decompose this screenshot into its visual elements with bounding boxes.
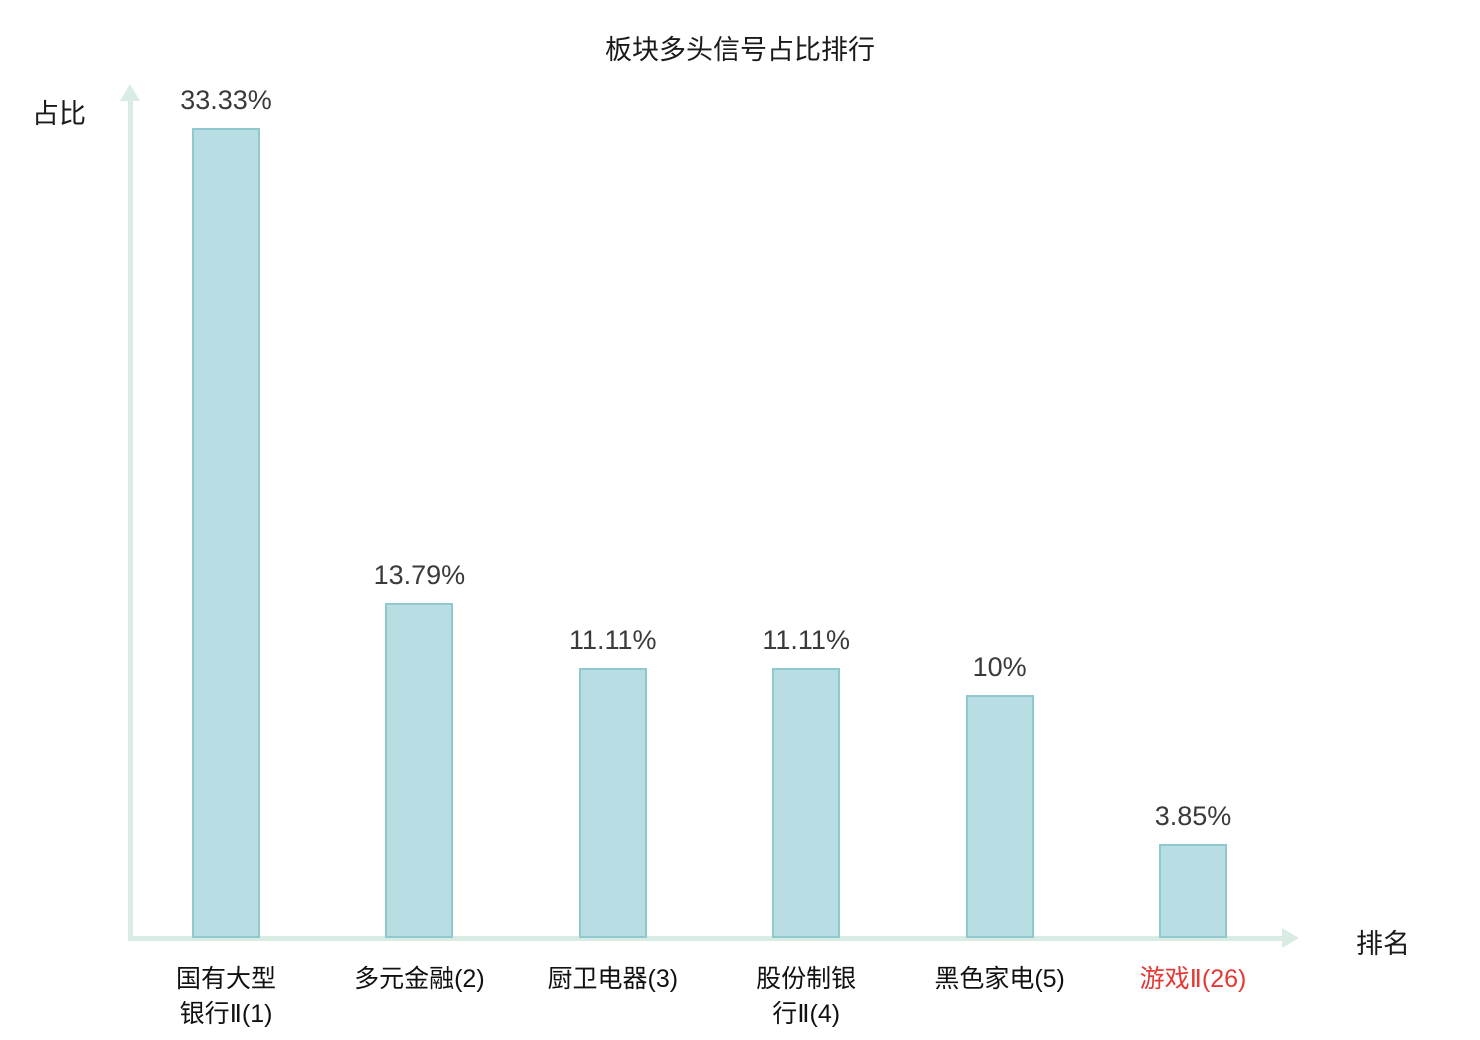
y-axis-arrow-icon [120,84,140,101]
x-axis-line [128,936,1284,941]
bar-value-label: 10% [972,652,1027,682]
bar-value-label: 13.79% [373,560,466,590]
bar-category-label: 黑色家电(5) [934,965,1065,993]
bar [385,603,454,938]
bar-category-label: 国有大型 银行Ⅱ(1) [175,965,276,1028]
bar-category-label: 多元金融(2) [354,965,485,993]
chart-title: 板块多头信号占比排行 [605,35,875,65]
bar [965,695,1034,938]
y-axis-label: 占比 [32,99,86,129]
bar-category-label: 游戏Ⅱ(26) [1139,965,1247,993]
bar-value-label: 3.85% [1154,801,1232,831]
x-axis-arrow-icon [1282,928,1299,948]
bar-category-label: 厨卫电器(3) [547,965,679,993]
x-axis-label: 排名 [1356,929,1410,959]
y-axis-line [128,98,133,940]
bar-value-label: 11.11% [762,625,850,655]
bar [578,668,647,938]
bar-value-label: 11.11% [569,625,657,655]
bar [192,128,260,938]
bar [1159,844,1227,938]
bar [772,668,841,938]
bar-value-label: 33.33% [180,85,272,115]
bar-category-label: 股份制银 行Ⅱ(4) [756,965,857,1028]
